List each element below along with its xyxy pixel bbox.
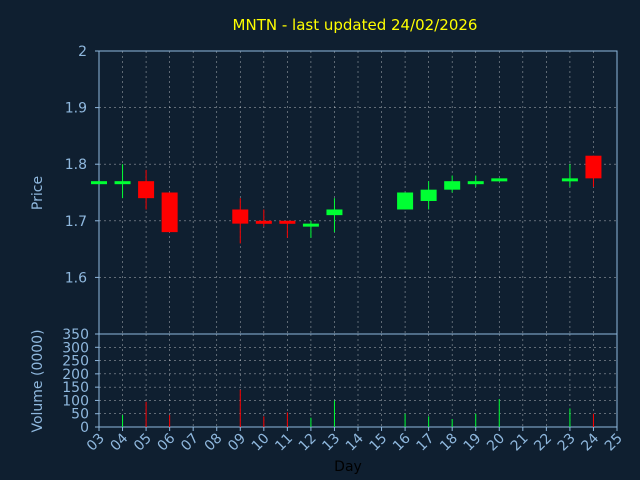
candle-body	[326, 209, 343, 216]
x-tick-label: 09	[225, 431, 249, 455]
volume-tick-label: 50	[71, 407, 89, 423]
price-tick-label: 1.8	[65, 157, 87, 173]
grid	[99, 51, 617, 427]
x-tick-label: 14	[343, 430, 367, 454]
price-axis-label: Price	[30, 176, 46, 210]
price-tick-label: 1.6	[65, 270, 87, 286]
x-tick-label: 12	[296, 431, 320, 455]
candle-body	[91, 181, 107, 185]
x-tick-label: 16	[390, 430, 414, 454]
x-tick-label: 15	[366, 431, 390, 455]
candle-body	[467, 181, 484, 185]
x-tick-label: 23	[555, 431, 579, 455]
chart-title: MNTN - last updated 24/02/2026	[233, 16, 478, 34]
x-tick-label: 24	[578, 430, 602, 454]
x-tick-label: 22	[531, 431, 555, 455]
volume-tick-label: 200	[62, 367, 89, 383]
x-tick-label: 17	[414, 431, 438, 455]
candle-body	[585, 155, 602, 179]
candle-body	[161, 192, 178, 233]
candle-body	[255, 220, 272, 224]
candle-body	[444, 181, 461, 190]
candles	[91, 155, 602, 244]
volume-axis-label: Volume (0000)	[30, 329, 46, 432]
candle-body	[302, 223, 319, 227]
x-tick-label: 21	[508, 431, 532, 455]
x-axis: 03 04 05 06 07 08 09 10 11 12 13 14 15 16 17 18 19 20 21 22…	[84, 427, 626, 454]
volume-tick-label: 250	[62, 354, 89, 370]
volume-tick-label: 300	[62, 340, 89, 356]
candle-body	[561, 178, 578, 182]
volume-bars	[122, 389, 594, 427]
x-tick-label: 06	[155, 430, 179, 454]
volume-tick-label: 150	[62, 380, 89, 396]
price-y-axis: 2 1.9 1.8 1.7 1.6	[65, 44, 99, 286]
volume-tick-label: 0	[80, 420, 89, 436]
candle-body	[420, 189, 437, 201]
x-tick-label: 18	[437, 431, 461, 455]
candle-body	[279, 220, 296, 224]
price-tick-label: 1.9	[65, 101, 87, 117]
x-tick-label: 20	[484, 431, 508, 455]
x-tick-label: 04	[107, 430, 131, 454]
candle-body	[232, 209, 249, 224]
volume-tick-label: 350	[62, 327, 89, 343]
x-axis-label: Day	[334, 459, 362, 475]
x-tick-label: 10	[249, 431, 273, 455]
x-tick-label: 11	[272, 431, 296, 455]
x-tick-label: 19	[461, 431, 485, 455]
volume-tick-label: 100	[62, 393, 89, 409]
x-tick-label: 05	[131, 431, 155, 455]
x-tick-label: 13	[319, 431, 343, 455]
x-tick-label: 07	[178, 431, 202, 455]
candle-body	[397, 192, 414, 210]
price-tick-label: 2	[78, 44, 87, 60]
price-tick-label: 1.7	[65, 214, 87, 230]
x-tick-label: 08	[202, 431, 226, 455]
candle-body	[138, 181, 155, 199]
x-tick-label: 25	[602, 431, 626, 455]
candle-body	[491, 178, 508, 182]
candle-body	[114, 181, 131, 185]
